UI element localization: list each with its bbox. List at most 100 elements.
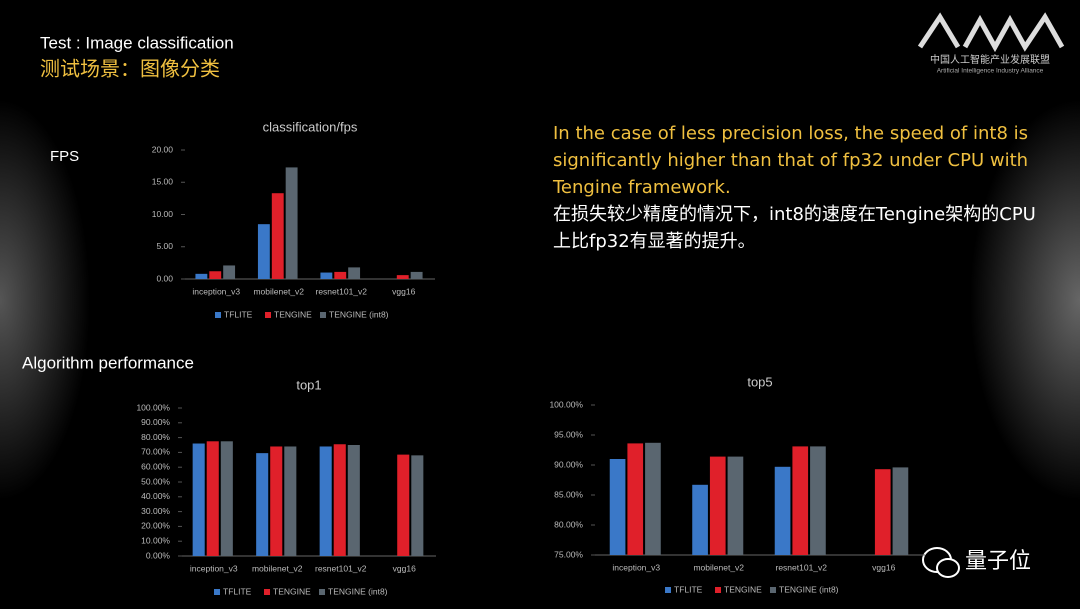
bar xyxy=(319,446,332,556)
x-tick-label: mobilenet_v2 xyxy=(252,563,303,573)
bar xyxy=(220,441,233,556)
logo-text: Artificial Intelligence Industry Allianc… xyxy=(937,68,1044,75)
legend-swatch xyxy=(770,587,776,593)
bar xyxy=(209,271,222,279)
description-zh: 在损失较少精度的情况下，int8的速度在Tengine架构的CPU上比fp32有… xyxy=(553,204,1036,252)
bar xyxy=(692,484,708,555)
y-tick-label: 100.00% xyxy=(136,402,170,412)
title: Test : Image classification xyxy=(40,33,234,52)
legend-swatch xyxy=(265,312,271,318)
legend-swatch xyxy=(214,589,220,595)
bar xyxy=(334,271,347,279)
subtitle: 测试场景：图像分类 xyxy=(40,57,220,81)
legend-label: TFLITE xyxy=(224,309,253,319)
y-tick-label: 60.00% xyxy=(141,461,170,471)
bar xyxy=(206,441,219,556)
description-en: In the case of less precision loss, the … xyxy=(553,123,1029,198)
y-tick-label: 30.00% xyxy=(141,506,170,516)
bar xyxy=(792,446,809,555)
bar xyxy=(892,467,909,555)
x-tick-label: vgg16 xyxy=(872,562,895,572)
x-tick-label: mobilenet_v2 xyxy=(693,562,744,572)
y-tick-label: 10.00% xyxy=(141,535,170,545)
bar xyxy=(645,442,661,555)
y-tick-label: 0.00% xyxy=(146,550,171,560)
section-label: Algorithm performance xyxy=(22,353,194,372)
bar xyxy=(774,466,791,555)
chart-title: top1 xyxy=(296,377,321,392)
x-tick-label: vgg16 xyxy=(393,563,416,573)
bar xyxy=(270,446,283,556)
bar xyxy=(223,265,236,279)
bar xyxy=(347,445,360,556)
y-tick-label: 20.00% xyxy=(141,521,170,531)
legend-label: TENGINE (int8) xyxy=(779,584,839,594)
logo-text: 中国人工智能产业发展联盟 xyxy=(930,53,1050,66)
bar xyxy=(320,272,333,279)
x-tick-label: vgg16 xyxy=(392,286,415,296)
y-tick-label: 10.00 xyxy=(152,209,174,219)
bar xyxy=(627,443,644,555)
legend-swatch xyxy=(665,587,671,593)
bar xyxy=(810,446,826,555)
y-tick-label: 20.00 xyxy=(152,144,174,154)
legend-swatch xyxy=(320,312,326,318)
x-tick-label: resnet101_v2 xyxy=(775,562,827,572)
bar xyxy=(874,469,891,555)
chart-title: classification/fps xyxy=(263,119,358,134)
legend-swatch xyxy=(715,587,721,593)
fps-label: FPS xyxy=(50,148,79,165)
y-tick-label: 40.00% xyxy=(141,491,170,501)
bar xyxy=(709,456,726,555)
bar xyxy=(195,273,208,279)
y-tick-label: 100.00% xyxy=(549,399,583,409)
bar xyxy=(411,455,424,556)
y-tick-label: 75.00% xyxy=(554,549,583,559)
legend-label: TFLITE xyxy=(674,584,703,594)
bar xyxy=(271,193,284,279)
y-tick-label: 15.00 xyxy=(152,177,174,187)
y-tick-label: 90.00% xyxy=(141,417,170,427)
bar xyxy=(727,456,744,555)
y-tick-label: 85.00% xyxy=(554,489,583,499)
bar xyxy=(333,444,346,556)
logo-mark xyxy=(962,12,1065,53)
x-tick-label: inception_v3 xyxy=(612,562,660,572)
y-tick-label: 50.00% xyxy=(141,476,170,486)
legend-label: TENGINE xyxy=(724,584,762,594)
legend-swatch xyxy=(319,589,325,595)
x-tick-label: inception_v3 xyxy=(190,563,238,573)
y-tick-label: 0.00 xyxy=(156,273,173,283)
x-tick-label: mobilenet_v2 xyxy=(253,286,304,296)
x-tick-label: resnet101_v2 xyxy=(315,286,367,296)
y-tick-label: 70.00% xyxy=(141,447,170,457)
legend-swatch xyxy=(215,312,221,318)
wechat-icon xyxy=(936,558,960,578)
watermark: 量子位 xyxy=(965,549,1031,574)
bar xyxy=(410,271,423,279)
bar xyxy=(396,275,409,279)
y-tick-label: 80.00% xyxy=(141,432,170,442)
bar xyxy=(609,459,626,555)
chart-title: top5 xyxy=(747,374,772,389)
legend-label: TENGINE xyxy=(273,586,311,596)
legend-label: TENGINE xyxy=(274,309,312,319)
bar xyxy=(284,446,297,556)
bar xyxy=(257,224,270,279)
legend-label: TENGINE (int8) xyxy=(329,309,389,319)
bar xyxy=(397,454,410,556)
logo-mark xyxy=(917,12,961,49)
y-tick-label: 80.00% xyxy=(554,519,583,529)
y-tick-label: 90.00% xyxy=(554,459,583,469)
y-tick-label: 5.00 xyxy=(156,241,173,251)
bar xyxy=(192,443,205,556)
bar xyxy=(285,167,298,279)
bar xyxy=(348,267,361,279)
bar xyxy=(256,453,269,556)
legend-label: TFLITE xyxy=(223,586,252,596)
x-tick-label: resnet101_v2 xyxy=(315,563,367,573)
legend-label: TENGINE (int8) xyxy=(328,586,388,596)
x-tick-label: inception_v3 xyxy=(192,286,240,296)
